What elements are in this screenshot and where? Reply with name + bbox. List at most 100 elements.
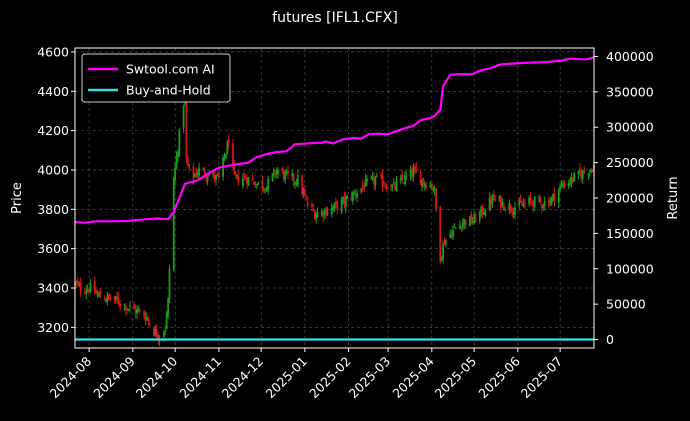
candle-body — [366, 178, 368, 182]
candle-body — [514, 207, 516, 215]
candle-body — [560, 183, 563, 185]
candle-body — [343, 195, 346, 204]
right-tick-label: 0 — [606, 332, 614, 347]
candle-body — [320, 210, 323, 216]
candle-body — [553, 193, 556, 202]
candle-body — [381, 175, 384, 187]
candle-body — [265, 186, 268, 192]
right-tick-label: 100000 — [606, 261, 654, 276]
candle-body — [295, 183, 298, 185]
candle-body — [119, 303, 122, 307]
candle-body — [263, 188, 265, 190]
candle-body — [116, 296, 119, 300]
candle-body — [439, 206, 442, 263]
candle-body — [236, 174, 239, 177]
candle-body — [237, 176, 240, 184]
right-tick-label: 50000 — [606, 297, 646, 312]
candle-body — [570, 176, 573, 184]
candle-body — [287, 171, 289, 175]
candle-body — [391, 184, 394, 188]
candle-body — [296, 175, 299, 186]
candle-body — [202, 168, 205, 170]
candle-body — [127, 308, 130, 310]
candle-body — [153, 327, 155, 337]
candle-body — [143, 311, 146, 318]
candle-body — [138, 309, 141, 311]
candle-body — [547, 200, 550, 206]
candle-body — [529, 197, 532, 201]
candle-body — [275, 170, 278, 175]
candle-body — [587, 174, 590, 176]
candle-body — [303, 189, 306, 196]
candle-body — [107, 293, 110, 298]
candle-body — [571, 177, 574, 182]
candle-body — [350, 196, 353, 200]
candle-body — [103, 299, 106, 301]
candle-body — [562, 185, 564, 187]
candle-body — [154, 329, 157, 335]
candle-body — [504, 209, 507, 211]
left-tick-label: 3600 — [37, 241, 69, 256]
candle-body — [282, 170, 285, 180]
candle-body — [302, 191, 305, 195]
candle-body — [351, 192, 354, 201]
legend-label: Swtool.com AI — [126, 62, 215, 77]
right-tick-label: 200000 — [606, 191, 654, 206]
candle-body — [435, 188, 437, 209]
candle-body — [226, 141, 229, 155]
candle-body — [86, 289, 89, 292]
candle-body — [569, 182, 571, 184]
candle-body — [540, 204, 543, 209]
candle-body — [306, 201, 309, 207]
candle-body — [488, 197, 491, 211]
candle-body — [253, 181, 256, 185]
candle-body — [538, 197, 540, 199]
candle-body — [157, 334, 160, 340]
candle-body — [552, 193, 555, 198]
legend-label: Buy-and-Hold — [126, 83, 211, 98]
candle-body — [244, 178, 247, 180]
candle-body — [539, 198, 542, 203]
candle-body — [382, 185, 385, 187]
left-tick-label: 3200 — [37, 320, 69, 335]
candle-body — [78, 284, 81, 286]
candle-body — [591, 169, 594, 172]
candle-body — [356, 193, 358, 198]
candle-body — [471, 222, 474, 224]
candle-body — [124, 305, 127, 311]
candle-body — [360, 187, 363, 193]
candle-body — [312, 209, 315, 211]
right-tick-label: 150000 — [606, 226, 654, 241]
candle-body — [148, 323, 151, 325]
candle-body — [208, 173, 210, 177]
candle-body — [577, 170, 580, 175]
candle-body — [549, 201, 552, 204]
candle-body — [354, 193, 357, 196]
candle-body — [450, 234, 453, 238]
candle-body — [196, 173, 199, 175]
candle-body — [401, 174, 404, 181]
candle-body — [460, 227, 463, 230]
candle-body — [390, 189, 392, 191]
candle-body — [264, 189, 267, 192]
candle-body — [267, 178, 270, 190]
y-axis-label-left: Price — [10, 182, 25, 214]
candle-body — [363, 185, 366, 190]
candle-body — [578, 168, 581, 174]
candle-body — [177, 152, 179, 157]
candle-body — [581, 170, 584, 179]
left-tick-label: 4400 — [37, 84, 69, 99]
candle-body — [478, 212, 481, 221]
candle-body — [272, 169, 275, 172]
candle-body — [155, 329, 158, 337]
candle-body — [178, 129, 181, 155]
candle-body — [330, 207, 333, 215]
candle-body — [423, 183, 426, 187]
candle-body — [454, 227, 457, 229]
candle-body — [281, 168, 284, 171]
candle-body — [257, 181, 260, 185]
candle-body — [325, 208, 327, 216]
candle-body — [83, 292, 86, 294]
candle-body — [123, 304, 126, 306]
candle-body — [165, 312, 168, 329]
